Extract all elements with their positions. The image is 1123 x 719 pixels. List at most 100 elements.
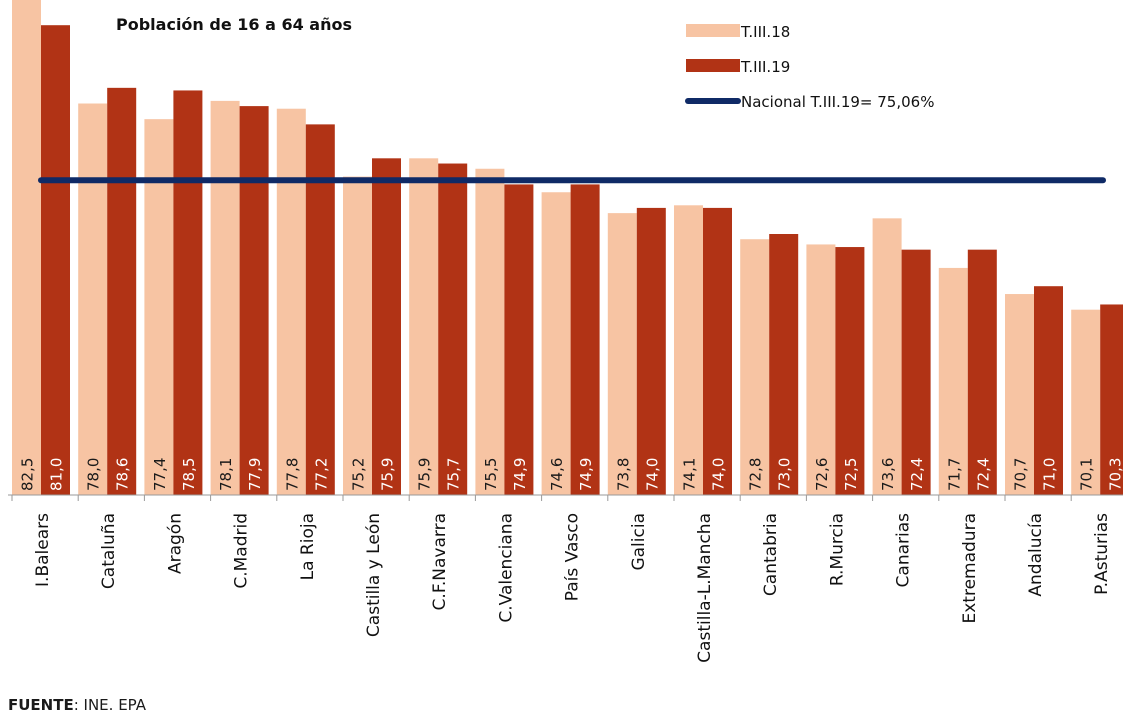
value-label: 75,9 <box>416 458 434 491</box>
value-label: 75,5 <box>482 458 500 491</box>
value-label: 71,7 <box>945 458 963 491</box>
bar-t3-18 <box>343 176 372 495</box>
value-label: 70,1 <box>1078 458 1096 491</box>
bar-t3-19 <box>1100 304 1123 495</box>
category-label: Galicia <box>629 513 649 571</box>
value-label: 73,6 <box>879 458 897 491</box>
source-note: FUENTE: INE. EPA <box>8 696 146 714</box>
category-label: C.Valenciana <box>496 513 516 623</box>
chart-title: Población de 16 a 64 años <box>116 15 352 34</box>
value-label: 71,0 <box>1041 458 1059 491</box>
bar-t3-18 <box>12 0 41 496</box>
value-label: 74,6 <box>548 458 566 491</box>
bar-t3-19 <box>901 249 931 495</box>
value-label: 77,4 <box>151 458 169 491</box>
category-label: Extremadura <box>960 513 980 624</box>
category-label: La Rioja <box>298 513 318 580</box>
legend-label-t3-18: T.III.18 <box>740 23 790 41</box>
bar-t3-18 <box>210 100 240 495</box>
value-label: 72,8 <box>747 458 765 491</box>
value-label: 74,9 <box>511 458 529 491</box>
bar-t3-19 <box>504 184 534 495</box>
value-label: 78,0 <box>85 458 103 491</box>
bar-t3-18 <box>541 192 571 496</box>
x-ticks-group <box>11 495 1072 501</box>
category-label: Cataluña <box>99 513 119 589</box>
bar-t3-19 <box>703 207 732 495</box>
value-label: 77,9 <box>246 458 264 491</box>
value-label: 75,9 <box>379 458 397 491</box>
bar-t3-18 <box>1005 294 1034 495</box>
bar-t3-18 <box>475 168 505 495</box>
value-label: 72,5 <box>842 458 860 491</box>
bar-t3-18 <box>872 218 902 495</box>
bar-t3-18 <box>1071 309 1101 495</box>
bar-t3-18 <box>78 103 108 495</box>
bar-t3-19 <box>636 207 666 495</box>
bar-t3-18 <box>674 205 703 496</box>
legend-swatch-t3-19 <box>686 59 740 72</box>
bar-t3-18 <box>276 108 306 495</box>
value-label: 78,6 <box>114 458 132 491</box>
bar-t3-18 <box>740 239 770 495</box>
bar-t3-19 <box>438 163 468 495</box>
value-label: 75,7 <box>445 458 463 491</box>
legend-label-t3-19: T.III.19 <box>740 58 790 76</box>
category-label: Canarias <box>894 513 914 588</box>
value-label: 70,3 <box>1107 458 1123 491</box>
legend-swatch-t3-18 <box>686 24 740 37</box>
value-label: 77,2 <box>312 458 330 491</box>
value-label: 72,4 <box>908 458 926 491</box>
bar-t3-19 <box>967 249 997 495</box>
value-label: 77,8 <box>283 458 301 491</box>
bar-t3-19 <box>305 124 335 495</box>
source-label: FUENTE <box>8 696 74 714</box>
value-label: 70,7 <box>1012 458 1030 491</box>
category-label: Aragón <box>165 513 185 574</box>
category-label: C.Madrid <box>232 513 252 589</box>
bar-t3-19 <box>107 87 137 495</box>
value-label: 74,0 <box>710 458 728 491</box>
bars-group <box>12 0 1123 496</box>
value-label: 74,1 <box>681 458 699 491</box>
value-label: 78,5 <box>180 458 198 491</box>
category-label: C.F.Navarra <box>430 513 450 610</box>
bar-t3-18 <box>607 213 637 495</box>
bar-t3-18 <box>144 119 174 495</box>
category-label: País Vasco <box>563 513 583 601</box>
bar-t3-18 <box>938 267 968 495</box>
value-label: 73,0 <box>776 458 794 491</box>
category-label: I.Balears <box>33 513 53 587</box>
category-label: Castilla y León <box>364 513 384 637</box>
legend: T.III.18 T.III.19 Nacional T.III.19= 75,… <box>685 23 934 111</box>
value-label: 72,6 <box>813 458 831 491</box>
bar-t3-19 <box>239 106 269 496</box>
value-label: 81,0 <box>48 458 66 491</box>
bar-t3-19 <box>1034 286 1063 495</box>
value-label: 74,0 <box>643 458 661 491</box>
bar-t3-19 <box>769 234 799 495</box>
category-labels-group: I.Balears Cataluña Aragón C.Madrid La Rioja C… <box>33 513 1112 663</box>
category-label: R.Murcia <box>827 513 847 586</box>
bar-t3-19 <box>41 25 70 495</box>
bar-t3-19 <box>570 184 600 495</box>
value-label: 74,9 <box>577 458 595 491</box>
bar-t3-19 <box>835 247 865 495</box>
value-labels-group: 82,5 81,0 78,0 78,6 77,4 78,5 78,1 77,9 77,8 77,2… <box>19 458 1123 491</box>
value-label: 75,2 <box>350 458 368 491</box>
category-label: Cantabria <box>761 513 781 596</box>
bar-t3-18 <box>806 244 836 495</box>
value-label: 72,4 <box>974 458 992 491</box>
category-label: P.Asturias <box>1092 513 1112 595</box>
value-label: 73,8 <box>614 458 632 491</box>
bar-t3-18 <box>409 158 439 495</box>
source-text: : INE. EPA <box>73 696 147 714</box>
bar-t3-19 <box>173 90 203 495</box>
value-label: 78,1 <box>217 458 235 491</box>
value-label: 82,5 <box>19 458 37 491</box>
category-label: Andalucía <box>1026 513 1046 597</box>
bar-t3-19 <box>372 158 401 495</box>
category-label: Castilla-L.Mancha <box>695 513 715 663</box>
legend-label-nacional: Nacional T.III.19= 75,06% <box>741 93 934 111</box>
